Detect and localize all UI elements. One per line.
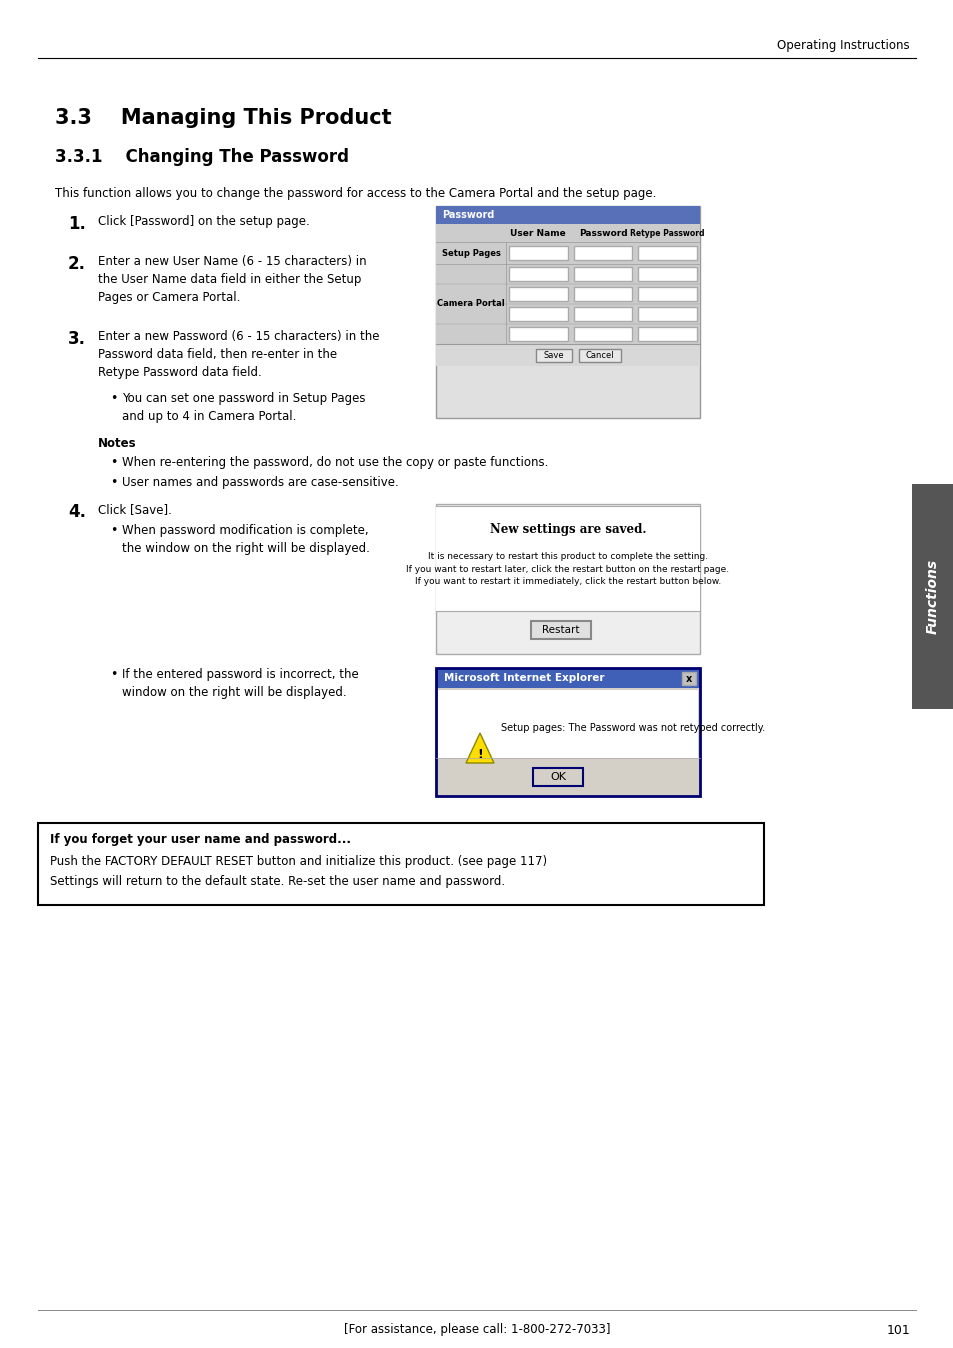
Bar bbox=[681, 673, 696, 685]
Bar bbox=[509, 307, 567, 321]
Text: 2.: 2. bbox=[68, 255, 86, 274]
Bar bbox=[436, 669, 700, 687]
Bar bbox=[509, 245, 567, 260]
Text: This function allows you to change the password for access to the Camera Portal : This function allows you to change the p… bbox=[55, 187, 656, 200]
Text: Setup pages: The Password was not retyped correctly.: Setup pages: The Password was not retype… bbox=[500, 723, 764, 733]
Polygon shape bbox=[465, 733, 494, 763]
Bar bbox=[573, 287, 632, 301]
Bar bbox=[911, 484, 953, 709]
Text: Cancel: Cancel bbox=[585, 350, 614, 360]
Text: Password: Password bbox=[578, 229, 627, 237]
Bar bbox=[509, 287, 567, 301]
Text: •: • bbox=[110, 524, 117, 537]
Text: OK: OK bbox=[550, 772, 565, 782]
Text: If you forget your user name and password...: If you forget your user name and passwor… bbox=[50, 833, 351, 845]
Text: 4.: 4. bbox=[68, 503, 86, 520]
Text: It is necessary to restart this product to complete the setting.
If you want to : It is necessary to restart this product … bbox=[406, 551, 729, 586]
Text: Push the FACTORY DEFAULT RESET button and initialize this product. (see page 117: Push the FACTORY DEFAULT RESET button an… bbox=[50, 855, 547, 868]
Bar bbox=[436, 243, 700, 264]
Bar bbox=[531, 621, 590, 639]
Text: Enter a new User Name (6 - 15 characters) in
the User Name data field in either : Enter a new User Name (6 - 15 characters… bbox=[98, 255, 366, 305]
Bar bbox=[573, 267, 632, 280]
Text: When re-entering the password, do not use the copy or paste functions.: When re-entering the password, do not us… bbox=[122, 456, 548, 469]
Text: Settings will return to the default state. Re-set the user name and password.: Settings will return to the default stat… bbox=[50, 875, 504, 887]
Bar bbox=[638, 267, 697, 280]
Text: 1.: 1. bbox=[68, 214, 86, 233]
Text: New settings are saved.: New settings are saved. bbox=[489, 523, 645, 535]
Text: 3.3.1    Changing The Password: 3.3.1 Changing The Password bbox=[55, 148, 349, 166]
Text: 101: 101 bbox=[885, 1324, 909, 1336]
Text: If the entered password is incorrect, the
window on the right will be displayed.: If the entered password is incorrect, th… bbox=[122, 669, 358, 700]
Bar bbox=[436, 206, 700, 418]
Bar bbox=[436, 264, 700, 344]
Text: Setup Pages: Setup Pages bbox=[441, 248, 500, 257]
Bar bbox=[578, 349, 620, 363]
Text: !: ! bbox=[476, 748, 482, 762]
Text: •: • bbox=[110, 392, 117, 404]
Text: Functions: Functions bbox=[925, 559, 939, 634]
Bar bbox=[436, 206, 700, 224]
Bar bbox=[573, 245, 632, 260]
Bar bbox=[509, 267, 567, 280]
Text: Retype Password: Retype Password bbox=[630, 229, 704, 237]
Bar bbox=[536, 349, 572, 363]
Text: User names and passwords are case-sensitive.: User names and passwords are case-sensit… bbox=[122, 476, 398, 489]
Text: [For assistance, please call: 1-800-272-7033]: [For assistance, please call: 1-800-272-… bbox=[343, 1324, 610, 1336]
Bar bbox=[436, 344, 700, 367]
Text: Click [Save].: Click [Save]. bbox=[98, 503, 172, 516]
Bar bbox=[436, 687, 700, 797]
Text: Restart: Restart bbox=[541, 625, 579, 635]
Text: •: • bbox=[110, 456, 117, 469]
Bar bbox=[436, 504, 700, 654]
Text: •: • bbox=[110, 476, 117, 489]
Bar bbox=[638, 245, 697, 260]
Text: x: x bbox=[685, 674, 691, 683]
Text: Password: Password bbox=[441, 210, 494, 220]
Text: Save: Save bbox=[543, 350, 564, 360]
Bar bbox=[436, 669, 700, 797]
Bar bbox=[533, 768, 582, 786]
Bar bbox=[573, 307, 632, 321]
Text: Camera Portal: Camera Portal bbox=[436, 299, 504, 309]
Text: 3.: 3. bbox=[68, 330, 86, 348]
Bar bbox=[638, 287, 697, 301]
Bar bbox=[436, 506, 700, 611]
Bar bbox=[638, 328, 697, 341]
Text: Click [Password] on the setup page.: Click [Password] on the setup page. bbox=[98, 214, 310, 228]
Text: Operating Instructions: Operating Instructions bbox=[777, 39, 909, 51]
Bar bbox=[573, 328, 632, 341]
Text: 3.3    Managing This Product: 3.3 Managing This Product bbox=[55, 108, 392, 128]
Text: Enter a new Password (6 - 15 characters) in the
Password data field, then re-ent: Enter a new Password (6 - 15 characters)… bbox=[98, 330, 379, 379]
Text: When password modification is complete,
the window on the right will be displaye: When password modification is complete, … bbox=[122, 524, 370, 555]
Text: User Name: User Name bbox=[510, 229, 566, 237]
Text: Notes: Notes bbox=[98, 437, 136, 450]
Bar bbox=[436, 224, 700, 243]
Bar bbox=[38, 824, 763, 905]
Text: •: • bbox=[110, 669, 117, 681]
Bar bbox=[509, 328, 567, 341]
Text: Microsoft Internet Explorer: Microsoft Internet Explorer bbox=[443, 673, 604, 683]
Bar bbox=[638, 307, 697, 321]
Bar bbox=[437, 690, 698, 758]
Text: You can set one password in Setup Pages
and up to 4 in Camera Portal.: You can set one password in Setup Pages … bbox=[122, 392, 365, 423]
